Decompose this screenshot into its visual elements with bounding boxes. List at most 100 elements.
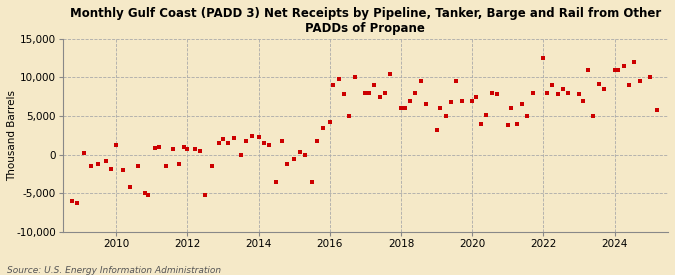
- Point: [577, 98, 588, 103]
- Point: [253, 135, 264, 139]
- Point: [446, 100, 456, 104]
- Point: [360, 91, 371, 95]
- Point: [618, 64, 629, 68]
- Point: [153, 145, 164, 149]
- Point: [415, 79, 426, 84]
- Point: [317, 125, 328, 130]
- Point: [207, 164, 218, 169]
- Point: [574, 92, 585, 97]
- Point: [344, 114, 355, 118]
- Point: [652, 108, 663, 112]
- Point: [178, 145, 189, 149]
- Point: [613, 68, 624, 72]
- Point: [629, 60, 640, 64]
- Point: [271, 180, 282, 184]
- Point: [467, 98, 478, 103]
- Point: [492, 92, 503, 97]
- Point: [333, 77, 344, 81]
- Point: [173, 162, 184, 166]
- Point: [379, 91, 390, 95]
- Point: [339, 92, 350, 97]
- Point: [588, 114, 599, 118]
- Point: [538, 56, 549, 60]
- Point: [182, 147, 193, 152]
- Point: [435, 106, 446, 111]
- Point: [105, 166, 116, 171]
- Point: [289, 156, 300, 161]
- Point: [396, 106, 406, 111]
- Point: [306, 180, 317, 184]
- Point: [125, 185, 136, 189]
- Point: [161, 164, 171, 169]
- Point: [168, 147, 179, 152]
- Point: [223, 141, 234, 145]
- Point: [281, 162, 292, 166]
- Point: [541, 91, 552, 95]
- Point: [294, 149, 305, 154]
- Point: [431, 128, 442, 132]
- Point: [264, 143, 275, 148]
- Point: [276, 139, 287, 143]
- Point: [143, 192, 154, 197]
- Point: [502, 122, 513, 127]
- Point: [364, 91, 375, 95]
- Point: [522, 114, 533, 118]
- Point: [593, 81, 604, 86]
- Point: [72, 201, 82, 205]
- Title: Monthly Gulf Coast (PADD 3) Net Receipts by Pipeline, Tanker, Barge and Rail fro: Monthly Gulf Coast (PADD 3) Net Receipts…: [70, 7, 661, 35]
- Point: [487, 91, 497, 95]
- Point: [634, 79, 645, 84]
- Point: [599, 87, 610, 91]
- Point: [476, 122, 487, 126]
- Point: [481, 112, 492, 117]
- Point: [246, 134, 257, 138]
- Point: [512, 122, 522, 126]
- Point: [563, 91, 574, 95]
- Point: [189, 147, 200, 152]
- Point: [214, 141, 225, 145]
- Point: [451, 79, 462, 84]
- Point: [470, 95, 481, 99]
- Point: [624, 83, 634, 87]
- Point: [93, 162, 104, 166]
- Point: [440, 114, 451, 118]
- Point: [200, 192, 211, 197]
- Point: [100, 159, 111, 163]
- Point: [86, 164, 97, 169]
- Y-axis label: Thousand Barrels: Thousand Barrels: [7, 90, 17, 181]
- Point: [369, 83, 380, 87]
- Point: [506, 106, 517, 111]
- Point: [374, 95, 385, 99]
- Point: [547, 83, 558, 87]
- Point: [150, 146, 161, 151]
- Point: [312, 139, 323, 143]
- Point: [421, 102, 431, 107]
- Point: [217, 137, 228, 141]
- Point: [404, 98, 415, 103]
- Point: [645, 75, 655, 80]
- Point: [325, 120, 335, 125]
- Point: [236, 152, 246, 157]
- Point: [66, 199, 77, 203]
- Point: [558, 87, 568, 91]
- Point: [259, 141, 269, 145]
- Point: [111, 143, 122, 148]
- Point: [583, 68, 593, 72]
- Point: [228, 136, 239, 140]
- Point: [139, 191, 150, 196]
- Point: [385, 72, 396, 76]
- Point: [516, 102, 527, 107]
- Point: [300, 153, 310, 158]
- Point: [410, 91, 421, 95]
- Point: [118, 168, 129, 172]
- Point: [527, 91, 538, 95]
- Point: [552, 92, 563, 97]
- Point: [456, 99, 467, 104]
- Point: [194, 148, 205, 153]
- Point: [328, 83, 339, 87]
- Point: [241, 139, 252, 143]
- Point: [610, 68, 620, 72]
- Point: [399, 106, 410, 111]
- Point: [132, 164, 143, 169]
- Point: [79, 151, 90, 155]
